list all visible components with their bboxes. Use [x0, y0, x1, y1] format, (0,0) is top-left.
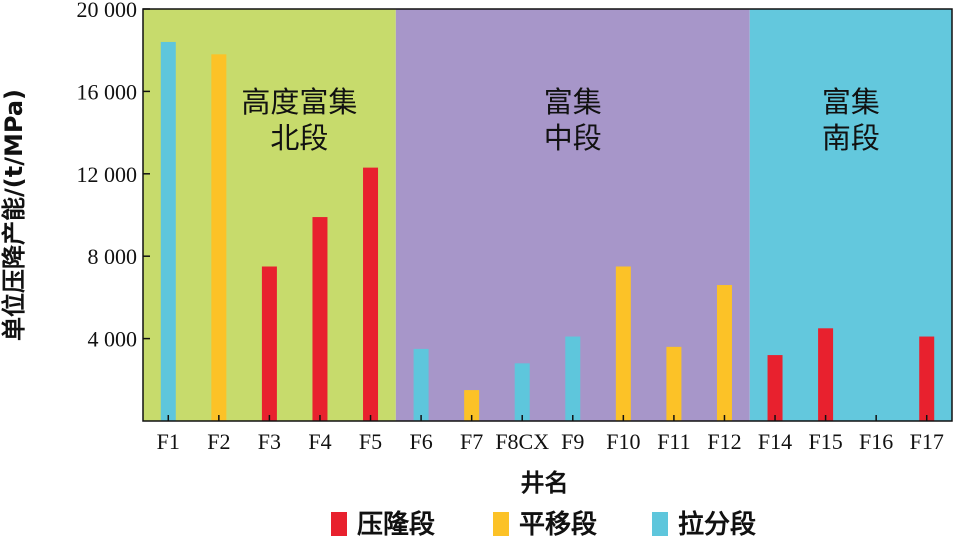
legend-label: 拉分段 — [678, 509, 756, 540]
x-tick-label: F2 — [207, 429, 230, 454]
bar — [464, 390, 480, 421]
bar — [716, 285, 732, 421]
x-tick-label: F5 — [359, 429, 382, 454]
region-label: 高度富集 — [241, 85, 357, 119]
legend: 压隆段 平移段 拉分段 — [331, 509, 756, 540]
legend-swatch — [331, 512, 347, 536]
legend-swatch — [652, 512, 668, 536]
x-tick-label: F6 — [409, 429, 432, 454]
plot-frame — [142, 8, 953, 422]
legend-swatch — [493, 512, 509, 536]
x-tick-label: F1 — [157, 429, 180, 454]
region-backgrounds — [143, 9, 952, 421]
x-tick-label: F11 — [657, 429, 690, 454]
x-axis-title: 井名 — [521, 469, 569, 497]
region-label: 中段 — [544, 121, 602, 155]
bar — [413, 348, 429, 421]
x-tick-label: F17 — [910, 429, 944, 454]
y-tick-label: 20 000 — [77, 0, 138, 22]
bar — [919, 336, 935, 421]
y-tick-label: 4 000 — [88, 327, 138, 352]
bar — [767, 355, 783, 421]
y-tick-label: 16 000 — [77, 79, 138, 104]
axes — [142, 8, 953, 422]
bar — [261, 266, 277, 421]
x-tick-label: F3 — [258, 429, 281, 454]
x-tick-label: F14 — [758, 429, 792, 454]
region-background — [749, 9, 952, 421]
x-tick-label: F8CX — [495, 429, 549, 454]
x-tick-label: F7 — [460, 429, 483, 454]
x-tick-label: F10 — [606, 429, 640, 454]
bar — [666, 346, 682, 421]
y-tick-labels: 4 000 8 000 12 000 16 000 20 000 — [77, 0, 138, 352]
x-tick-labels: F1 F2 F3 F4 F5 F6 F7 F8CX F9 F10 F11 F12 F14 F15 F16 F1… — [157, 429, 944, 454]
bar — [211, 54, 227, 421]
region-label: 富集 — [544, 85, 602, 119]
y-axis-title: 单位压降产能/(t/MPa) — [0, 89, 28, 341]
legend-label: 平移段 — [519, 509, 597, 540]
x-tick-label: F12 — [707, 429, 741, 454]
legend-label: 压隆段 — [357, 509, 435, 540]
x-tick-label: F4 — [308, 429, 331, 454]
bar — [615, 266, 631, 421]
bars — [160, 41, 935, 422]
region-label: 富集 — [822, 85, 880, 119]
bar — [312, 217, 328, 421]
region-label: 北段 — [270, 121, 328, 155]
x-tick-label: F15 — [808, 429, 842, 454]
x-tick-label: F16 — [859, 429, 893, 454]
y-tick-label: 12 000 — [77, 162, 138, 187]
region-label: 南段 — [822, 121, 880, 155]
bar — [565, 336, 581, 421]
bar — [514, 363, 530, 421]
bar — [818, 328, 834, 421]
bar — [363, 167, 379, 421]
x-tick-label: F9 — [561, 429, 584, 454]
y-tick-label: 8 000 — [88, 244, 138, 269]
bar — [160, 41, 176, 422]
